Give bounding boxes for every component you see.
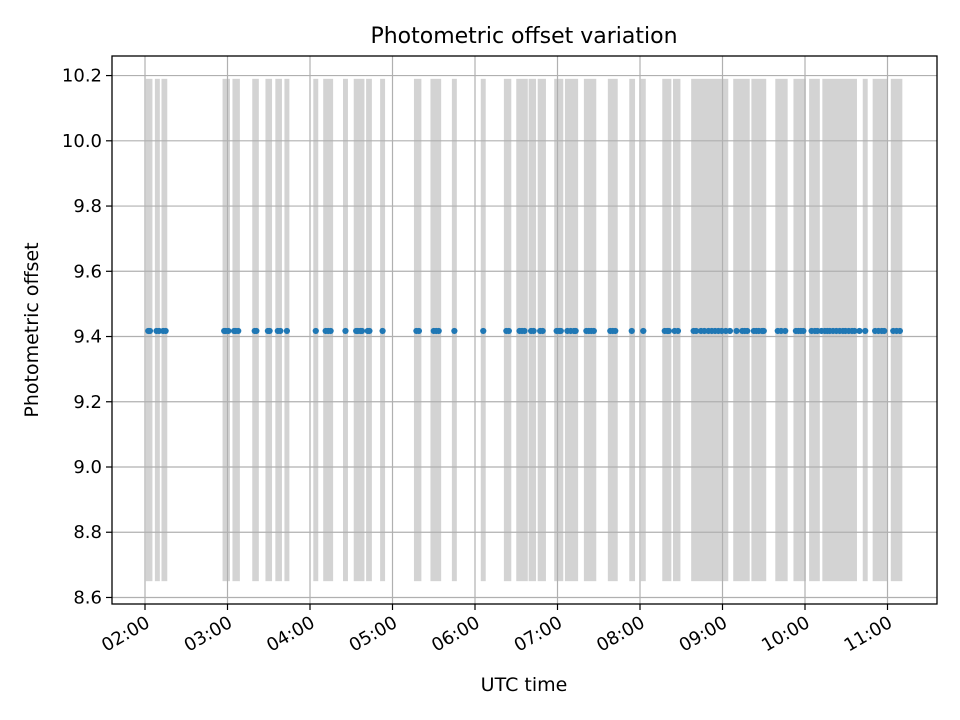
y-axis-label: Photometric offset	[21, 242, 43, 417]
data-point	[665, 327, 672, 335]
plot-frame	[111, 55, 938, 605]
data-points	[145, 327, 903, 335]
data-point	[572, 327, 579, 335]
y-tick-label: 9.4	[73, 327, 102, 348]
data-point	[342, 327, 349, 335]
data-point	[744, 327, 751, 335]
data-point	[277, 327, 284, 335]
y-tick-label: 10.0	[62, 131, 102, 152]
y-tick-label: 9.0	[73, 457, 102, 478]
data-point	[800, 327, 807, 335]
x-axis-label: UTC time	[481, 674, 568, 696]
data-point	[451, 327, 458, 335]
y-tick-label: 8.8	[73, 522, 102, 543]
data-point	[760, 327, 767, 335]
data-point	[530, 327, 537, 335]
data-point	[896, 327, 903, 335]
data-point	[235, 327, 242, 335]
data-point	[379, 327, 386, 335]
data-point	[539, 327, 546, 335]
data-point	[162, 327, 169, 335]
data-point	[480, 327, 487, 335]
data-point	[435, 327, 442, 335]
data-point	[283, 327, 290, 335]
data-point	[253, 327, 260, 335]
data-point	[358, 327, 366, 335]
chart-title: Photometric offset variation	[370, 24, 677, 49]
data-point	[693, 327, 700, 335]
y-axis-ticks: 8.6 8.8 9.0 9.2 9.4 9.6 9.8 10.0 10.2	[62, 66, 112, 608]
data-point	[415, 327, 422, 335]
y-tick-label: 9.8	[73, 196, 102, 217]
data-point	[225, 327, 232, 335]
data-point	[640, 327, 647, 335]
data-point	[674, 327, 682, 335]
data-point	[366, 327, 373, 335]
data-point	[312, 327, 319, 335]
data-point	[266, 327, 273, 335]
data-point	[327, 327, 334, 335]
data-point	[733, 327, 740, 335]
data-point	[557, 327, 564, 335]
data-point	[851, 327, 858, 335]
y-tick-label: 9.6	[73, 261, 102, 282]
data-point	[881, 327, 888, 335]
data-point	[726, 327, 734, 335]
data-point	[782, 327, 789, 335]
y-tick-label: 8.6	[73, 587, 102, 608]
y-tick-label: 10.2	[62, 66, 102, 87]
data-point	[521, 327, 528, 335]
data-point	[505, 327, 512, 335]
data-point	[628, 327, 635, 335]
data-point	[856, 327, 863, 335]
data-point	[590, 327, 597, 335]
data-point	[862, 327, 869, 335]
data-point	[612, 327, 619, 335]
y-tick-label: 9.2	[73, 392, 102, 413]
data-point	[146, 327, 154, 335]
